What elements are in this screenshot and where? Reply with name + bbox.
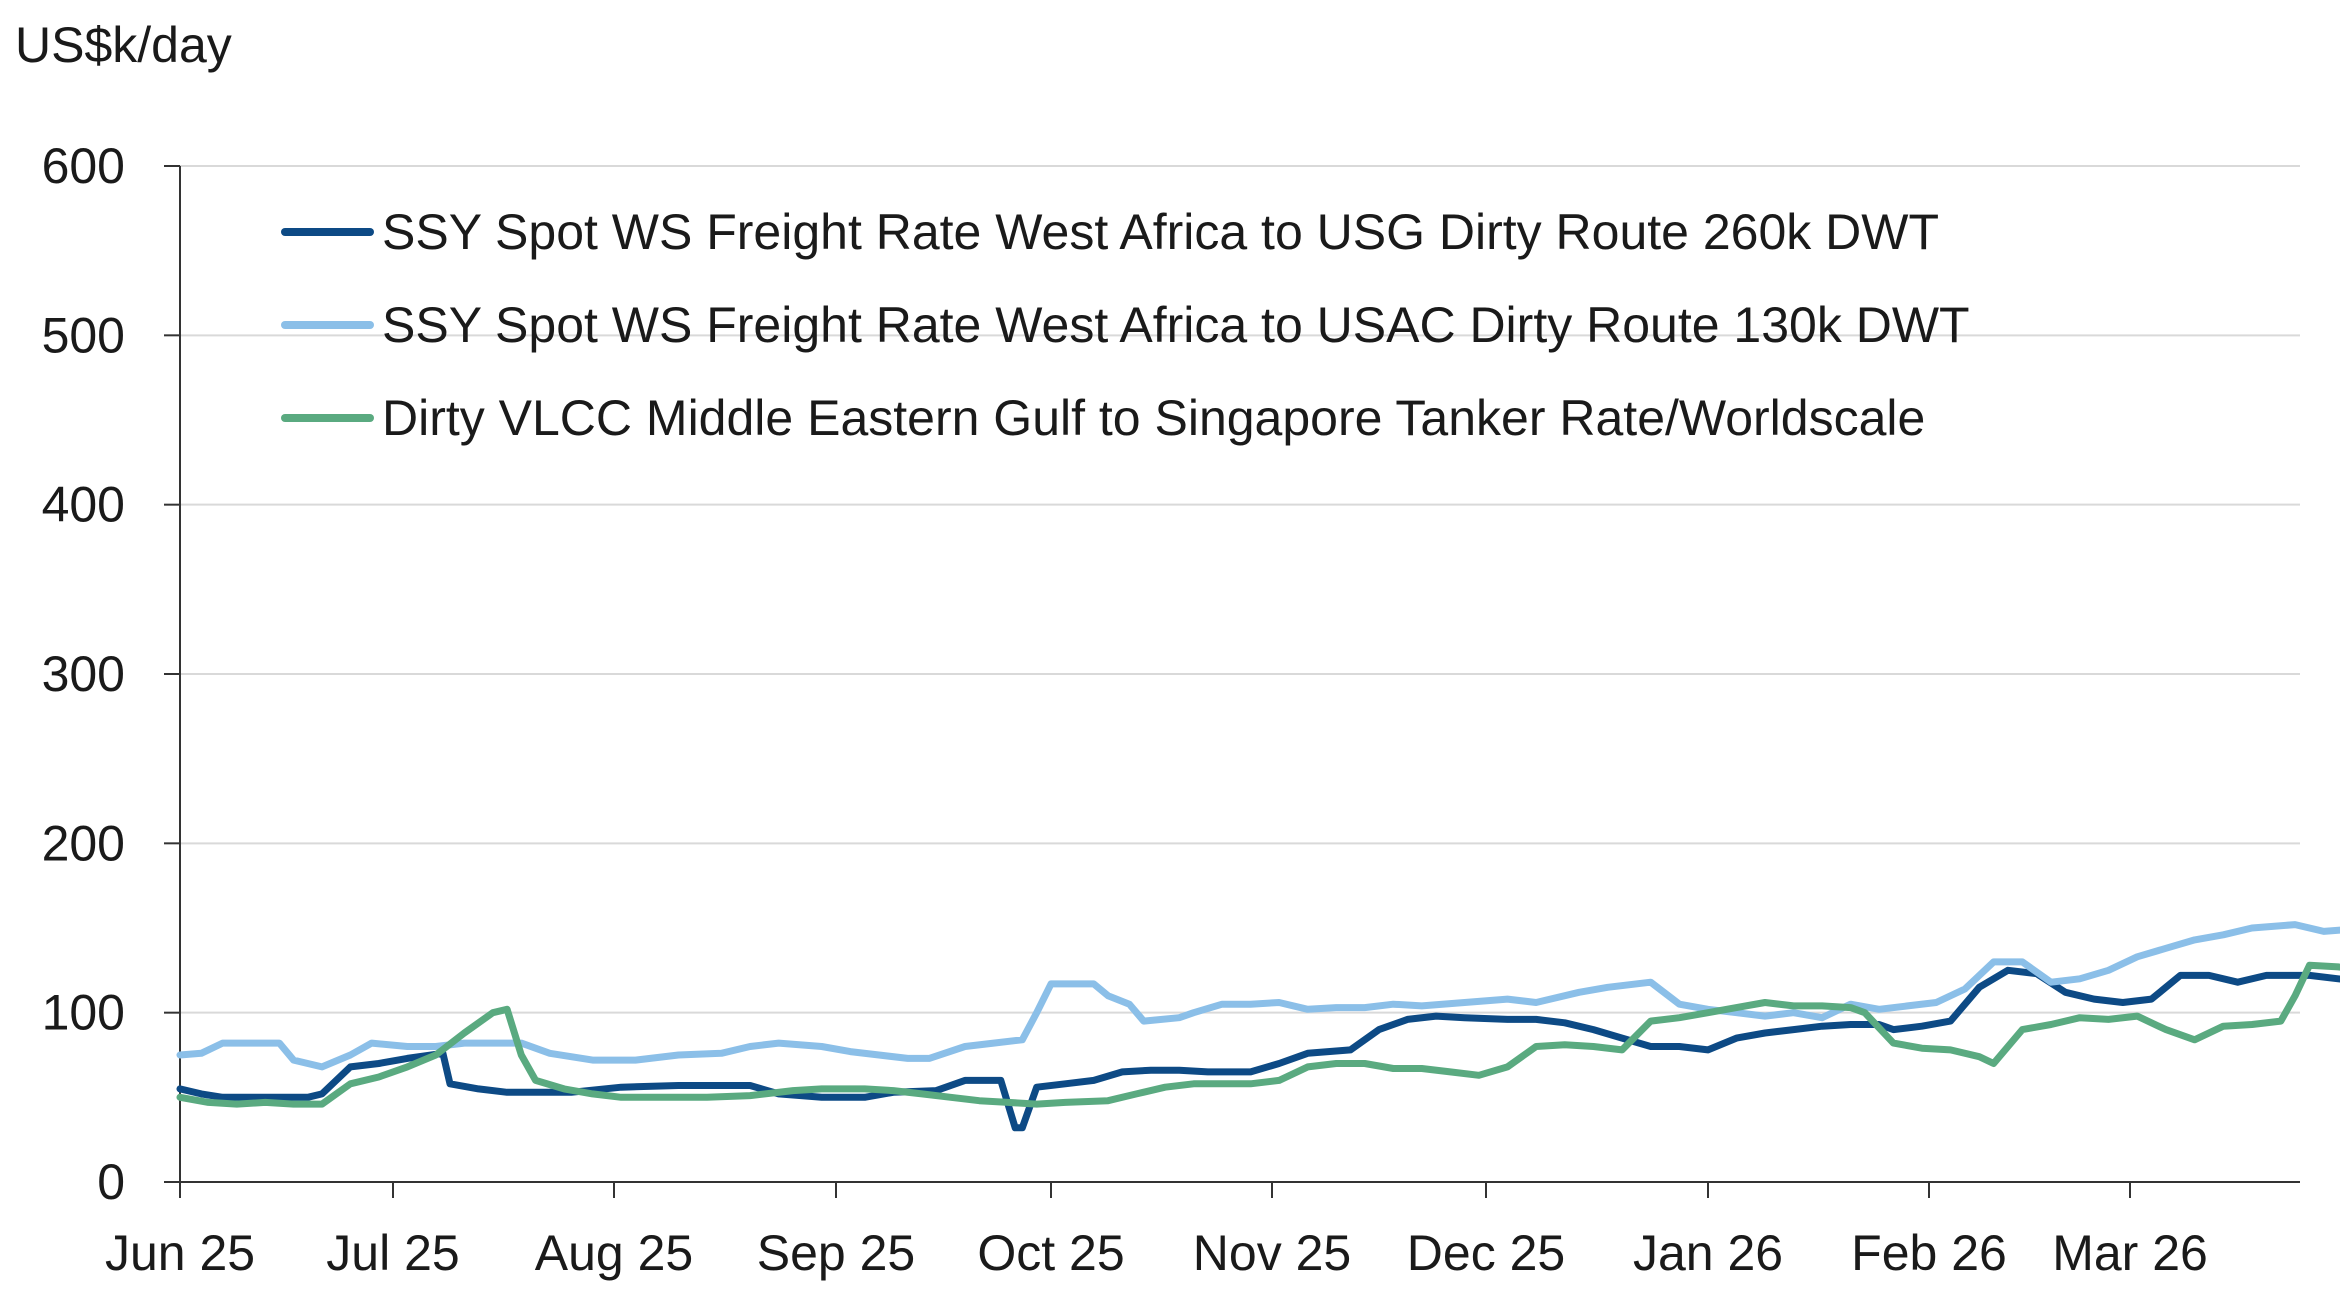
legend: SSY Spot WS Freight Rate West Africa to … [281, 204, 1970, 446]
axes [179, 166, 2300, 1183]
x-tick-label: Jun 25 [105, 1225, 255, 1281]
x-tick-labels: Jun 25 Jul 25 Aug 25 Sep 25 Oct 25 Nov 25 Dec … [105, 1182, 2208, 1281]
x-tick-label: Sep 25 [757, 1225, 915, 1281]
x-tick-label: Oct 25 [977, 1225, 1124, 1281]
x-tick-label: Jan 26 [1633, 1225, 1783, 1281]
x-tick-label: Jul 25 [326, 1225, 459, 1281]
y-tick-label-600: 600 [42, 138, 125, 194]
x-tick-label: Nov 25 [1193, 1225, 1351, 1281]
legend-label-1: SSY Spot WS Freight Rate West Africa to … [382, 204, 1939, 260]
x-tick-label: Dec 25 [1407, 1225, 1565, 1281]
x-tick-label: Aug 25 [535, 1225, 693, 1281]
y-tick-label-500: 500 [42, 307, 125, 363]
y-tick-label-300: 300 [42, 646, 125, 702]
y-axis-label: US$k/day [15, 17, 232, 73]
series-line-2 [176, 921, 2340, 1071]
y-tick-label-200: 200 [42, 815, 125, 871]
y-tick-label-0: 0 [97, 1154, 125, 1210]
y-tick-label-100: 100 [42, 985, 125, 1041]
legend-label-3: Dirty VLCC Middle Eastern Gulf to Singap… [382, 390, 1925, 446]
gridlines [164, 165, 2300, 1183]
y-tick-labels: 0 100 200 300 400 500 600 [42, 138, 125, 1210]
series-line-1 [176, 966, 2340, 1132]
series-line-3 [176, 961, 2340, 1108]
y-tick-label-400: 400 [42, 477, 125, 533]
x-tick-label: Mar 26 [2052, 1225, 2208, 1281]
legend-label-2: SSY Spot WS Freight Rate West Africa to … [382, 297, 1970, 353]
series-lines [176, 921, 2340, 1132]
x-tick-label: Feb 26 [1851, 1225, 2007, 1281]
